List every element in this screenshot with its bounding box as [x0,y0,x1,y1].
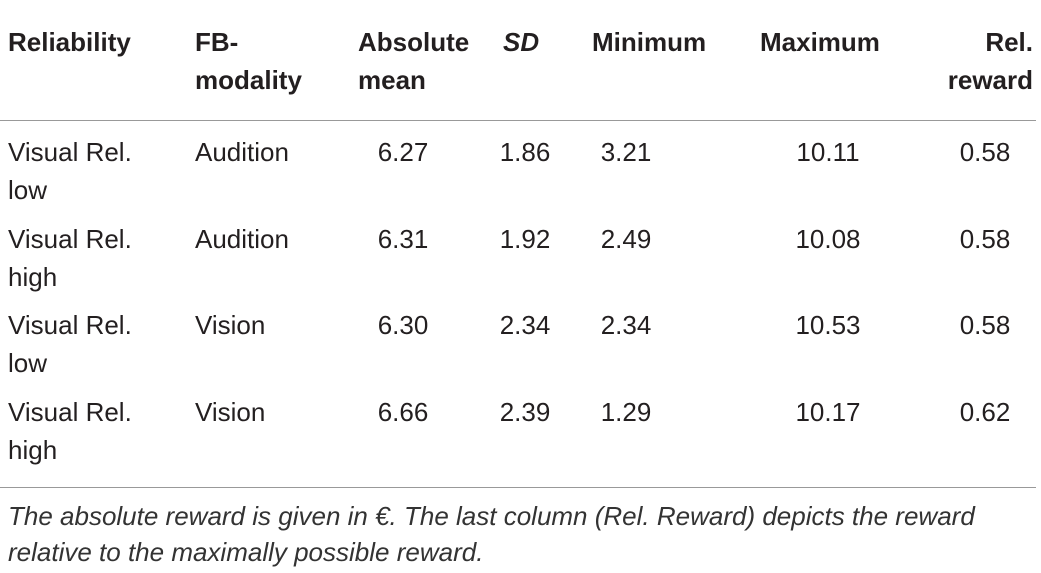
table-cell: Visual Rel. low [8,310,132,379]
table-cell: 2.34 [600,310,652,341]
table-cell: 2.49 [600,223,652,254]
table-cell: 1.92 [499,223,551,254]
column-header: SD [503,27,540,57]
table-cell: 0.58 [959,310,1011,341]
table-cell: 1.29 [600,396,652,427]
table-cell: 1.86 [499,137,551,167]
header-rule [0,120,1036,121]
table-cell: 2.34 [499,310,551,341]
table-cell: 10.08 [795,223,861,254]
column-header: Maximum [760,27,880,57]
table-cell: 6.30 [377,310,429,341]
column-header: Absolute mean [358,27,470,95]
table-cell: 6.31 [377,223,429,254]
table-cell: Visual Rel. low [8,137,132,205]
column-header: Rel. reward [947,27,1033,95]
table-cell: Audition [195,223,289,254]
table-cell: Audition [195,137,289,167]
footnote: The absolute reward is given in €. The l… [8,501,975,567]
table-cell: Vision [195,310,266,341]
table-cell: 3.21 [600,137,652,167]
table-cell: 2.39 [499,396,551,427]
table-cell: 10.17 [795,396,861,427]
bottom-rule [0,487,1036,488]
table-cell: 0.58 [959,223,1011,254]
column-header: FB-modality [195,27,302,95]
column-header: Reliability [8,27,131,57]
column-header: Minimum [592,27,707,57]
table-cell: 6.27 [377,137,429,167]
table-cell: Visual Rel. high [8,396,132,465]
table-cell: 10.53 [795,310,861,341]
table-cell: 0.58 [959,137,1011,167]
table-cell: 6.66 [377,396,429,427]
table-cell: Vision [195,396,266,427]
table-cell: 10.11 [796,137,860,167]
table-cell: 0.62 [959,396,1011,427]
table-cell: Visual Rel. high [8,223,132,292]
